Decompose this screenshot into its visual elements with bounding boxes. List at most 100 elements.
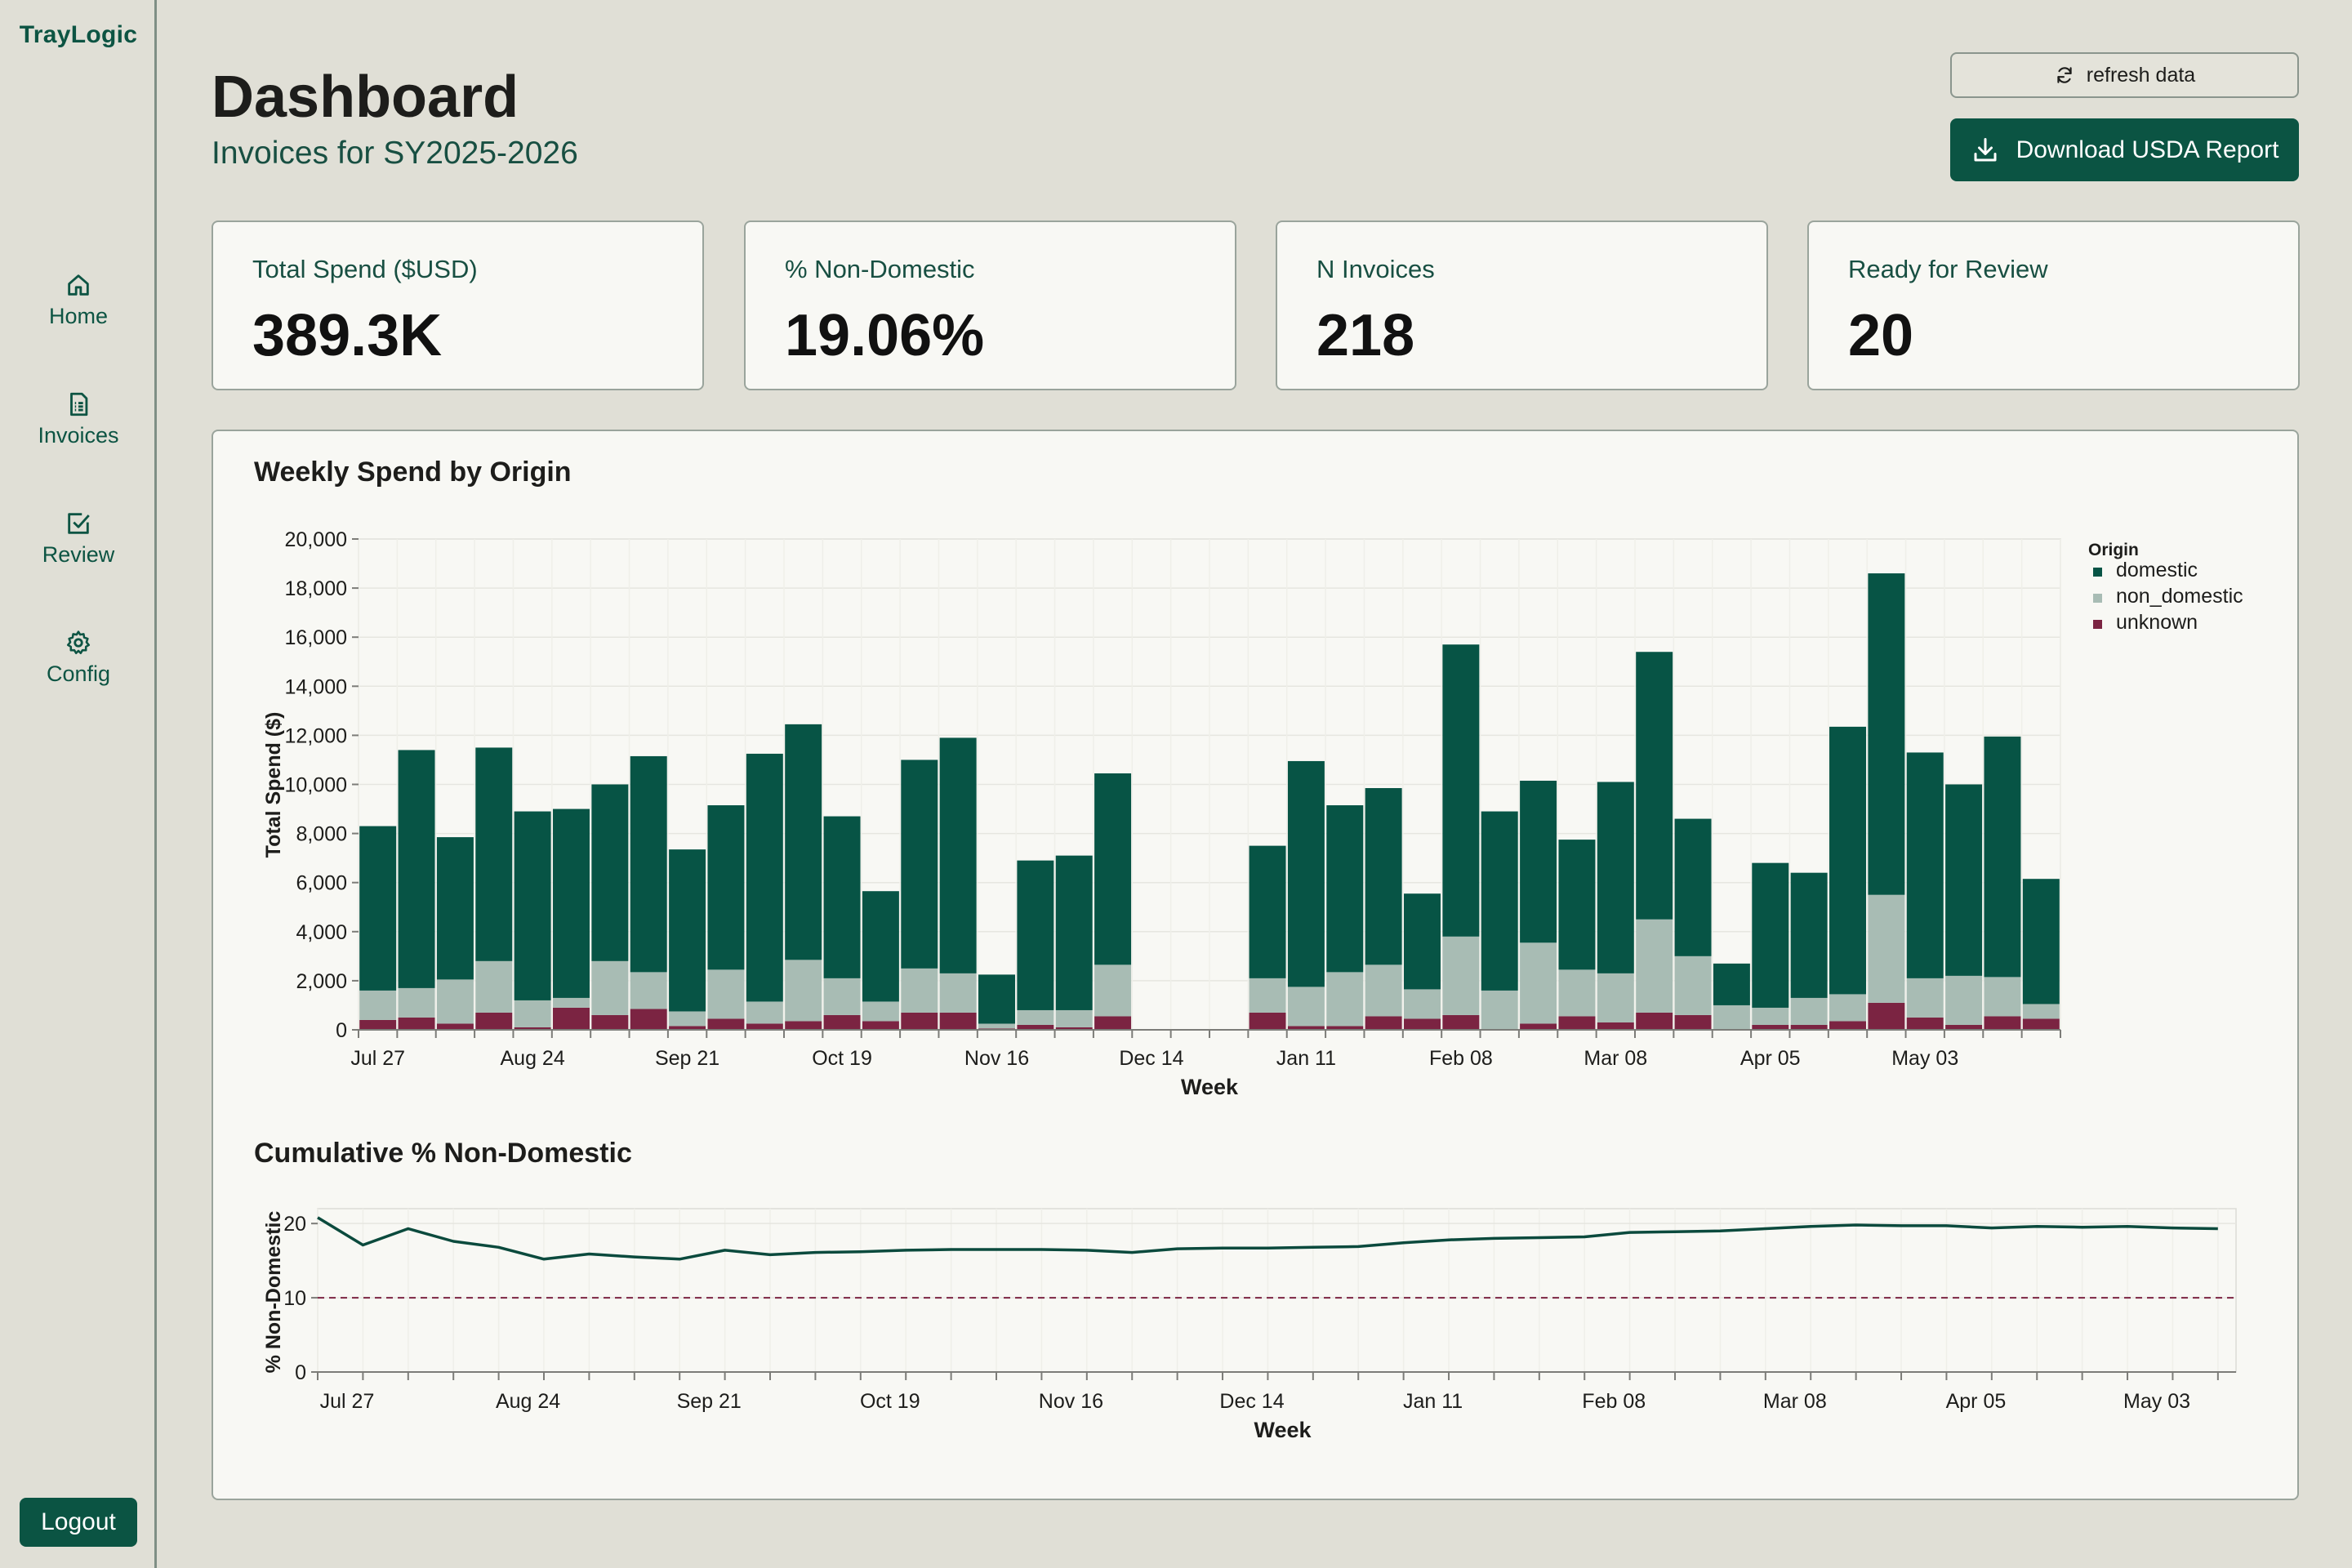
bar-domestic [785, 724, 822, 960]
y-axis-title: Total Spend ($) [262, 712, 285, 858]
bar-domestic [359, 826, 397, 991]
x-tick-label: May 03 [2123, 1390, 2190, 1413]
sidebar-item-label: Invoices [38, 423, 119, 448]
bar-non-domestic [1055, 1009, 1093, 1027]
sidebar-item-config[interactable]: Config [0, 629, 157, 687]
bar-domestic [669, 849, 706, 1012]
kpi-card-ready-for-review: Ready for Review 20 [1807, 220, 2300, 390]
bar-domestic [1945, 784, 1983, 976]
bar-domestic [1055, 855, 1093, 1010]
refresh-data-button[interactable]: refresh data [1950, 52, 2299, 98]
bar-domestic [1249, 845, 1286, 978]
bar-domestic [939, 737, 977, 973]
x-tick-label: May 03 [1891, 1047, 1958, 1070]
bar-non-domestic [1365, 964, 1402, 1017]
bar-marks [359, 573, 2060, 1030]
bar-unknown [785, 1021, 822, 1030]
bar-domestic [1868, 573, 1905, 895]
bar-domestic [707, 805, 745, 970]
bar-unknown [1365, 1016, 1402, 1030]
bar-domestic [1558, 840, 1596, 970]
bar-unknown [1674, 1014, 1712, 1030]
kpi-label: % Non-Domestic [785, 255, 975, 283]
x-tick-label: Mar 08 [1584, 1047, 1647, 1070]
bar-non-domestic [1017, 1009, 1054, 1025]
bar-non-domestic [862, 1001, 899, 1022]
bar-unknown [1984, 1016, 2021, 1030]
bar-non-domestic [1442, 936, 1480, 1015]
bar-unknown [862, 1021, 899, 1030]
brand-logo[interactable]: TrayLogic [19, 21, 138, 48]
bar-non-domestic [1597, 973, 1634, 1022]
bar-non-domestic [1558, 969, 1596, 1017]
kpi-card-n-invoices: N Invoices 218 [1276, 220, 1768, 390]
bar-unknown [1442, 1014, 1480, 1030]
line-chart-grid [317, 1208, 2237, 1373]
bar-non-domestic [1520, 942, 1557, 1024]
x-tick-label: Nov 16 [964, 1047, 1029, 1070]
charts-panel: Weekly Spend by Origin 0 2,000 4,000 6,000 8,… [212, 430, 2299, 1500]
sidebar-item-home[interactable]: Home [0, 271, 157, 329]
bar-domestic [591, 784, 629, 961]
bar-domestic [1597, 782, 1634, 973]
kpi-label: Ready for Review [1848, 255, 2048, 283]
bar-non-domestic [1790, 997, 1828, 1025]
bar-non-domestic [1752, 1007, 1789, 1025]
x-tick-label: Dec 14 [1119, 1047, 1183, 1070]
bar-non-domestic [1094, 964, 1132, 1017]
bar-domestic [823, 816, 861, 978]
x-axis-title: Week [1181, 1075, 1239, 1099]
bar-unknown [630, 1009, 667, 1030]
bar-domestic [1636, 652, 1673, 920]
bar-unknown [1558, 1016, 1596, 1030]
bar-non-domestic [978, 1023, 1015, 1029]
logout-button[interactable]: Logout [20, 1498, 137, 1547]
x-tick-label: Oct 19 [860, 1390, 920, 1413]
bar-domestic [1790, 872, 1828, 998]
x-tick-label: Dec 14 [1219, 1390, 1284, 1413]
x-tick-label: Aug 24 [496, 1390, 560, 1413]
bar-unknown [1636, 1012, 1673, 1030]
download-usda-report-button[interactable]: Download USDA Report [1950, 118, 2299, 181]
kpi-label: Total Spend ($USD) [252, 255, 478, 283]
bar-non-domestic [669, 1011, 706, 1027]
bar-domestic [553, 808, 590, 998]
sidebar-item-review[interactable]: Review [0, 510, 157, 568]
y-tick-label: 14,000 [285, 675, 347, 698]
bar-non-domestic [1249, 978, 1286, 1013]
bar-unknown [669, 1026, 706, 1030]
bar-unknown [1017, 1024, 1054, 1030]
bar-non-domestic [901, 968, 938, 1013]
bar-non-domestic [1829, 994, 1866, 1022]
y-tick-label: 2,000 [296, 970, 347, 993]
bar-unknown [1094, 1016, 1132, 1030]
bar-non-domestic [1674, 956, 1712, 1015]
kpi-value: 20 [1848, 303, 1914, 368]
download-icon [1974, 137, 1997, 161]
bar-non-domestic [436, 979, 474, 1024]
bar-non-domestic [2022, 1004, 2060, 1019]
bar-domestic [978, 974, 1015, 1024]
legend-label: non_domestic [2116, 585, 2243, 608]
bar-unknown [1404, 1018, 1441, 1030]
bar-domestic [1674, 818, 1712, 956]
bar-unknown [475, 1012, 513, 1030]
x-tick-label: Jul 27 [320, 1390, 375, 1413]
bar-unknown [939, 1012, 977, 1030]
refresh-label: refresh data [2086, 63, 2196, 87]
legend-label: unknown [2116, 611, 2198, 634]
bar-unknown [553, 1007, 590, 1030]
bar-non-domestic [1636, 919, 1673, 1013]
bar-unknown [436, 1023, 474, 1030]
legend-label: domestic [2116, 559, 2198, 581]
bar-non-domestic [553, 997, 590, 1008]
bar-domestic [630, 755, 667, 973]
y-tick-label: 0 [295, 1361, 306, 1384]
sidebar-item-invoices[interactable]: Invoices [0, 390, 157, 448]
bar-unknown [823, 1014, 861, 1030]
bar-domestic [1017, 860, 1054, 1010]
bar-non-domestic [785, 960, 822, 1022]
bar-non-domestic [1404, 989, 1441, 1019]
bar-unknown [901, 1012, 938, 1030]
bar-unknown [1906, 1017, 1944, 1030]
